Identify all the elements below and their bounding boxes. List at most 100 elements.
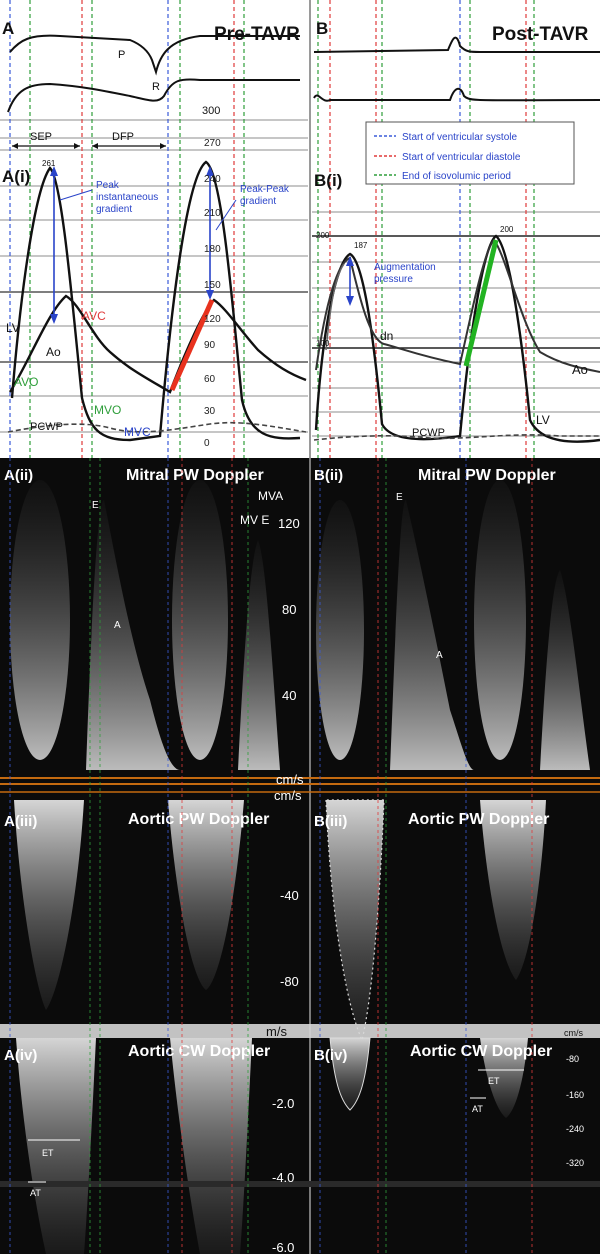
b-ii-e-wave	[390, 500, 474, 770]
augmentation-arrow-bottom	[346, 296, 354, 306]
a-ecg-trace	[9, 34, 300, 76]
dn-label: dn	[380, 329, 393, 343]
avc-label: AVC	[82, 309, 106, 323]
b-iv-flow-2	[480, 1038, 528, 1118]
green-slope-line	[463, 239, 499, 367]
a-ii-scale-120: 120	[278, 516, 300, 531]
a-ii-e-wave	[86, 500, 180, 770]
a-pressure-trace	[7, 78, 300, 113]
a-iii-unit: cm/s	[274, 788, 302, 803]
a-ao-label: Ao	[46, 345, 61, 359]
a-aortic-pressure-curve	[8, 294, 307, 394]
a-iii-panel: cm/s A(iii) Aortic PW Doppler -40 -80	[0, 788, 310, 1010]
panel-label-b-iv: B(iv)	[314, 1047, 347, 1064]
panel-label-a-i: A(i)	[2, 167, 30, 186]
panel-label-a: A	[2, 19, 14, 38]
dfp-arrow-left	[92, 143, 98, 149]
augmentation-label-box: Augmentation pressure	[374, 262, 436, 285]
a-iii-flow-2	[168, 800, 244, 990]
b-iv-unit: cm/s	[564, 1028, 583, 1038]
a-i-peak-value: 261	[42, 159, 56, 168]
b-iv-scale-320: -320	[566, 1158, 584, 1168]
a-ii-flow-left	[10, 480, 70, 760]
b-i-grid	[312, 211, 600, 437]
b-iii-title: Aortic PW Doppler	[408, 811, 549, 828]
b-iii-flow-1	[325, 799, 385, 1042]
a-iv-scale-4: -4.0	[272, 1170, 294, 1185]
mva-label: MVA	[258, 489, 283, 503]
a-lv-label: LV	[6, 321, 20, 335]
scale-30: 30	[204, 406, 216, 417]
mvc-label: MVC	[124, 425, 151, 439]
hemodynamics-background	[0, 0, 600, 458]
b-ii-title: Mitral PW Doppler	[418, 467, 556, 484]
b-iv-scale-80: -80	[566, 1054, 579, 1064]
ecg-p-label: P	[118, 49, 125, 61]
b-i-peak-left: 187	[354, 241, 368, 250]
a-iv-top-band	[0, 1024, 310, 1038]
a-ii-a-label: A	[114, 620, 121, 631]
scale-180: 180	[204, 244, 221, 255]
a-lv-pressure-curve	[10, 160, 301, 442]
a-iv-et-label: ET	[42, 1148, 54, 1158]
legend-item-systole: Start of ventricular systole	[402, 132, 517, 143]
peak-instantaneous-label-box: Peak instantaneous gradient	[96, 180, 159, 215]
peak-arrow-bottom	[50, 314, 58, 324]
a-iii-scale-80: -80	[280, 974, 299, 989]
peak-peak-label-box: Peak-Peak gradient	[240, 184, 289, 207]
peak-arrow-top	[50, 166, 58, 176]
b-scale-200: 200	[316, 231, 330, 240]
peak-peak-label: Peak-Peak gradient	[240, 184, 289, 207]
b-aortic-backtrace	[325, 263, 345, 351]
scale-300-label: 300	[202, 105, 220, 117]
b-ii-a-wave	[540, 570, 590, 770]
peak-instantaneous-label: Peak instantaneous gradient	[96, 180, 159, 215]
a-i-scale: 270 240 210 180 150 120 90 60 30 0	[204, 138, 221, 449]
b-iv-panel: cm/s B(iv) Aortic CW Doppler -80 -160 -2…	[310, 1024, 600, 1187]
a-iii-flow-1	[14, 800, 84, 1010]
b-iii-flow-2	[480, 800, 546, 980]
doppler-marker-lines	[9, 458, 533, 1254]
b-iv-et-label: ET	[488, 1076, 500, 1086]
sep-label: SEP	[30, 131, 52, 143]
a-iv-flow-2	[170, 1038, 252, 1254]
dfp-label: DFP	[112, 131, 134, 143]
b-iv-top-band	[310, 1024, 600, 1038]
scale-270: 270	[204, 138, 221, 149]
a-iv-flow-1	[16, 1038, 96, 1254]
sep-arrow-left	[12, 143, 18, 149]
a-iv-scale-2: -2.0	[272, 1096, 294, 1111]
b-ii-panel: B(ii) Mitral PW Doppler E A	[310, 467, 600, 785]
augmentation-label: Augmentation pressure	[374, 262, 436, 285]
panel-label-b-i: B(i)	[314, 171, 342, 190]
b-ii-flow-mid	[474, 480, 526, 760]
b-iv-scale-160: -160	[566, 1090, 584, 1100]
ecg-r-label: R	[152, 81, 160, 93]
mv-e-label: MV E	[240, 513, 269, 527]
b-pressure-trace	[313, 87, 600, 102]
b-iv-at-label: AT	[472, 1104, 483, 1114]
post-tavr-title: Post-TAVR	[492, 24, 589, 45]
legend-item-diastole: Start of ventricular diastole	[402, 152, 521, 163]
b-lv-pressure-curve	[314, 234, 600, 443]
a-iv-panel: m/s A(iv) Aortic CW Doppler -2.0 -4.0 -6…	[0, 1024, 310, 1254]
a-iii-title: Aortic PW Doppler	[128, 811, 269, 828]
augmentation-arrow-top	[346, 256, 354, 266]
dfp-arrow-right	[160, 143, 166, 149]
b-pcwp-curve	[313, 434, 600, 441]
peak-peak-arrow-top	[206, 166, 214, 176]
scale-240: 240	[204, 174, 221, 185]
a-iv-scale-6: -6.0	[272, 1240, 294, 1254]
scale-90: 90	[204, 340, 216, 351]
peak-label-leader	[59, 189, 93, 201]
b-pcwp-label: PCWP	[412, 427, 445, 439]
a-ii-e-label: E	[92, 500, 99, 511]
b-i-peak-right: 200	[500, 225, 514, 234]
scale-60: 60	[204, 374, 216, 385]
panel-label-a-ii: A(ii)	[4, 467, 33, 484]
b-iv-scale-240: -240	[566, 1124, 584, 1134]
panel-label-a-iii: A(iii)	[4, 813, 37, 830]
scale-150: 150	[204, 280, 221, 291]
b-ii-e-label: E	[396, 492, 403, 503]
